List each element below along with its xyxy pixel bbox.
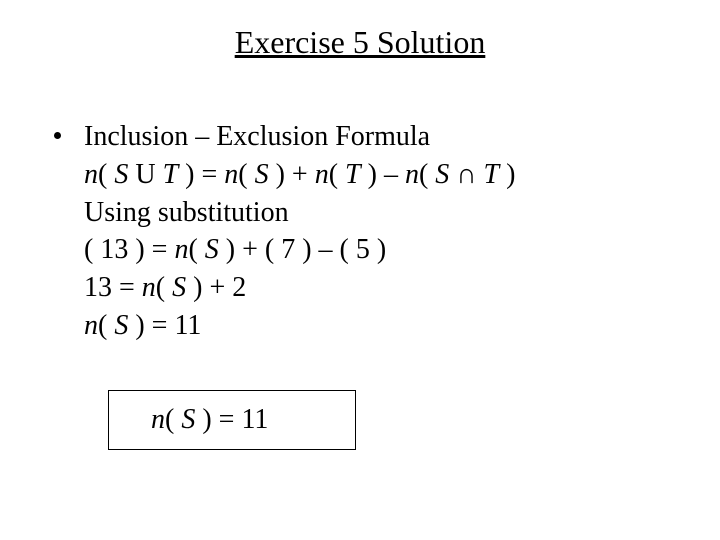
text: n bbox=[142, 272, 156, 303]
text: ( bbox=[188, 234, 204, 265]
text: n bbox=[151, 404, 165, 435]
text: ( bbox=[165, 404, 181, 435]
text: ) = 11 bbox=[128, 310, 201, 341]
text: S bbox=[205, 234, 219, 265]
text: ( bbox=[156, 272, 172, 303]
text: T bbox=[484, 159, 500, 190]
text: ( bbox=[98, 310, 114, 341]
text: S bbox=[114, 159, 128, 190]
text: ) – bbox=[361, 159, 405, 190]
text: U bbox=[128, 159, 162, 190]
text: S bbox=[181, 404, 195, 435]
text: ( bbox=[419, 159, 435, 190]
text: S bbox=[114, 310, 128, 341]
text: ( bbox=[329, 159, 345, 190]
text: ∩ bbox=[449, 159, 483, 190]
text: ) + 2 bbox=[186, 272, 246, 303]
text: S bbox=[255, 159, 269, 190]
bullet-icon bbox=[54, 132, 61, 139]
text: ) + bbox=[269, 159, 315, 190]
formula-line-5: n( S ) = 11 bbox=[48, 307, 672, 345]
text: n bbox=[315, 159, 329, 190]
formula-line-3: ( 13 ) = n( S ) + ( 7 ) – ( 5 ) bbox=[48, 231, 672, 269]
slide-title: Exercise 5 Solution bbox=[0, 24, 720, 61]
text: n bbox=[84, 159, 98, 190]
bullet-text: Inclusion – Exclusion Formula bbox=[84, 121, 430, 152]
text: S bbox=[435, 159, 449, 190]
answer-box: n( S ) = 11 bbox=[108, 390, 356, 450]
bullet-line: Inclusion – Exclusion Formula bbox=[48, 118, 672, 156]
text: ) bbox=[499, 159, 515, 190]
text: n bbox=[84, 310, 98, 341]
text: n bbox=[405, 159, 419, 190]
slide: Exercise 5 Solution Inclusion – Exclusio… bbox=[0, 0, 720, 540]
text: T bbox=[345, 159, 361, 190]
slide-body: Inclusion – Exclusion Formula n( S U T )… bbox=[48, 118, 672, 345]
text: ( bbox=[238, 159, 254, 190]
answer-text: n( S ) = 11 bbox=[151, 404, 268, 436]
text: 13 = bbox=[84, 272, 142, 303]
text: S bbox=[172, 272, 186, 303]
formula-line-1: n( S U T ) = n( S ) + n( T ) – n( S ∩ T … bbox=[48, 156, 672, 194]
text: ) + ( 7 ) – ( 5 ) bbox=[219, 234, 386, 265]
substitution-label: Using substitution bbox=[48, 194, 672, 232]
text: n bbox=[174, 234, 188, 265]
text: ( 13 ) = bbox=[84, 234, 174, 265]
formula-line-4: 13 = n( S ) + 2 bbox=[48, 269, 672, 307]
text: T bbox=[163, 159, 179, 190]
text: ( bbox=[98, 159, 114, 190]
text: ) = 11 bbox=[195, 404, 268, 435]
text: ) = bbox=[178, 159, 224, 190]
text: n bbox=[224, 159, 238, 190]
